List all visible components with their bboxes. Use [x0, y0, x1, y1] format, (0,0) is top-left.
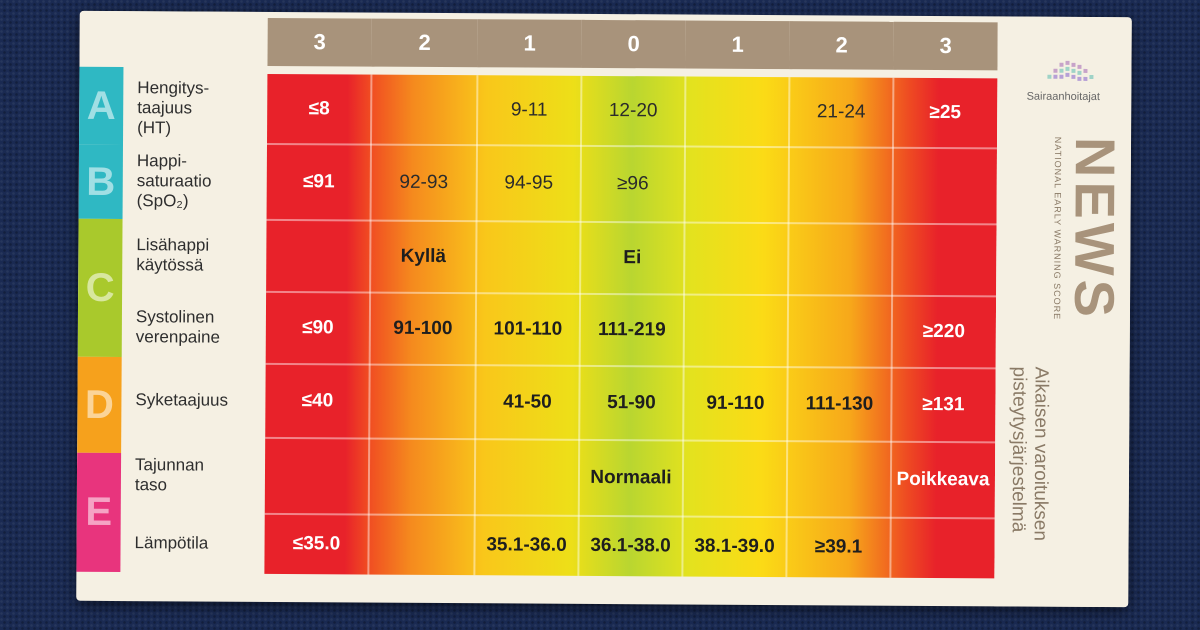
row-label-5: Tajunnan taso	[134, 455, 205, 495]
score-header-2: 1	[477, 19, 585, 68]
score-header-1: 2	[371, 18, 481, 68]
score-cell-r6-c2: 35.1-36.0	[486, 534, 567, 556]
score-cell-r3-c5	[788, 295, 892, 368]
score-cell-r5-c5	[787, 441, 891, 518]
score-cell-r1-c6	[893, 148, 997, 225]
score-header-4: 1	[685, 20, 793, 70]
score-cell-r4-c6: ≥131	[922, 393, 965, 416]
score-cell-r5-c4	[683, 440, 787, 517]
score-cell-r4-c5: 111-130	[805, 393, 874, 415]
score-cell-r1-c2: 94-95	[504, 172, 554, 194]
finnish-line-2: pisteytysjärjestelmä	[1007, 366, 1030, 533]
score-cell-r6-c1	[368, 515, 474, 576]
score-cell-r5-c0	[265, 438, 369, 515]
score-cell-r6-c6	[890, 518, 994, 579]
score-cell-r4-c0: ≤40	[301, 390, 334, 412]
score-cell-r3-c3: 111-219	[597, 318, 666, 341]
score-cell-r4-c4: 91-110	[706, 392, 765, 414]
finnish-line-1: Aikaisen varoituksen	[1029, 366, 1052, 541]
score-cell-r0-c3: 12-20	[608, 100, 658, 122]
score-cell-r0-c4	[685, 76, 789, 147]
news-title-block: NEWS NATIONAL EARLY WARNING SCORE	[1051, 136, 1128, 322]
score-cell-r3-c6: ≥220	[922, 320, 965, 343]
score-cell-r0-c6: ≥25	[929, 101, 962, 124]
score-cell-r5-c3: Normaali	[590, 466, 672, 489]
score-cell-r5-c1	[369, 439, 475, 516]
letter-a: A	[78, 66, 124, 146]
score-cell-r6-c3: 36.1-38.0	[590, 534, 671, 557]
score-cell-r3-c1: 91-100	[393, 317, 453, 340]
score-cell-r2-c2	[476, 221, 580, 294]
score-cell-r5-c2	[475, 439, 579, 516]
score-cell-r1-c3: ≥96	[616, 173, 649, 195]
letter-b: B	[78, 144, 123, 220]
letter-d: D	[77, 356, 122, 454]
finnish-description: Aikaisen varoituksen pisteytysjärjestelm…	[1007, 366, 1052, 541]
score-cell-r2-c6	[892, 224, 996, 297]
score-cell-r4-c1	[369, 365, 475, 440]
score-cell-r2-c5	[788, 223, 892, 296]
score-cell-r0-c1	[371, 75, 477, 146]
score-cell-r4-c3: 51-90	[607, 392, 656, 414]
letter-e: E	[76, 452, 122, 573]
news-title: NEWS	[1062, 136, 1128, 322]
row-label-3: Systolinen verenpaine	[135, 307, 221, 347]
score-cell-r3-c2: 101-110	[493, 318, 563, 340]
score-cell-r2-c0	[266, 220, 370, 293]
score-cell-r2-c1: Kyllä	[400, 245, 447, 268]
score-cell-r2-c4	[684, 222, 788, 295]
logo-text: Sairaanhoitajat	[1026, 90, 1101, 104]
score-cell-r3-c0: ≤90	[302, 317, 334, 339]
score-cell-r0-c2: 9-11	[510, 99, 548, 121]
score-cell-r0-c0: ≤8	[308, 98, 330, 120]
score-cell-r1-c1: 92-93	[399, 171, 449, 194]
score-cell-r1-c5	[789, 147, 893, 224]
sairaanhoitajat-logo-icon	[1047, 60, 1094, 81]
score-cell-r0-c5: 21-24	[816, 101, 866, 123]
score-grid: ≤8 9-11 12-20 21-24 ≥25 ≤91 92-93 94-95 ≥96 Kyllä…	[264, 73, 998, 579]
row-label-4: Syketaajuus	[135, 390, 229, 410]
score-header-5: 2	[789, 21, 897, 70]
row-label-6: Lämpötila	[134, 533, 209, 553]
score-header-6: 3	[893, 21, 1001, 71]
row-label-2: Lisähappi käytössä	[136, 235, 210, 275]
score-cell-r1-c0: ≤91	[302, 171, 335, 193]
score-cell-r3-c4	[684, 294, 788, 367]
score-header-0: 3	[267, 17, 375, 67]
score-header-3: 0	[581, 19, 689, 69]
score-cell-r2-c3: Ei	[623, 247, 642, 269]
news-side-panel: Sairaanhoitajat NEWS NATIONAL EARLY WARN…	[994, 16, 1132, 608]
row-label-0: Hengitys- taajuus (HT)	[137, 78, 210, 138]
score-cell-r5-c6: Poikkeava	[896, 468, 990, 491]
row-label-1: Happi- saturaatio (SpO₂)	[136, 151, 212, 211]
header-blank	[79, 10, 268, 74]
score-cell-r4-c2: 41-50	[503, 391, 552, 413]
score-cell-r6-c0: ≤35.0	[292, 533, 341, 555]
score-cell-r1-c4	[685, 146, 789, 223]
news-subtitle: NATIONAL EARLY WARNING SCORE	[1051, 136, 1064, 321]
score-cell-r6-c5: ≥39.1	[814, 536, 863, 558]
score-cell-r6-c4: 38.1-39.0	[694, 535, 775, 558]
letter-c: C	[77, 218, 123, 358]
